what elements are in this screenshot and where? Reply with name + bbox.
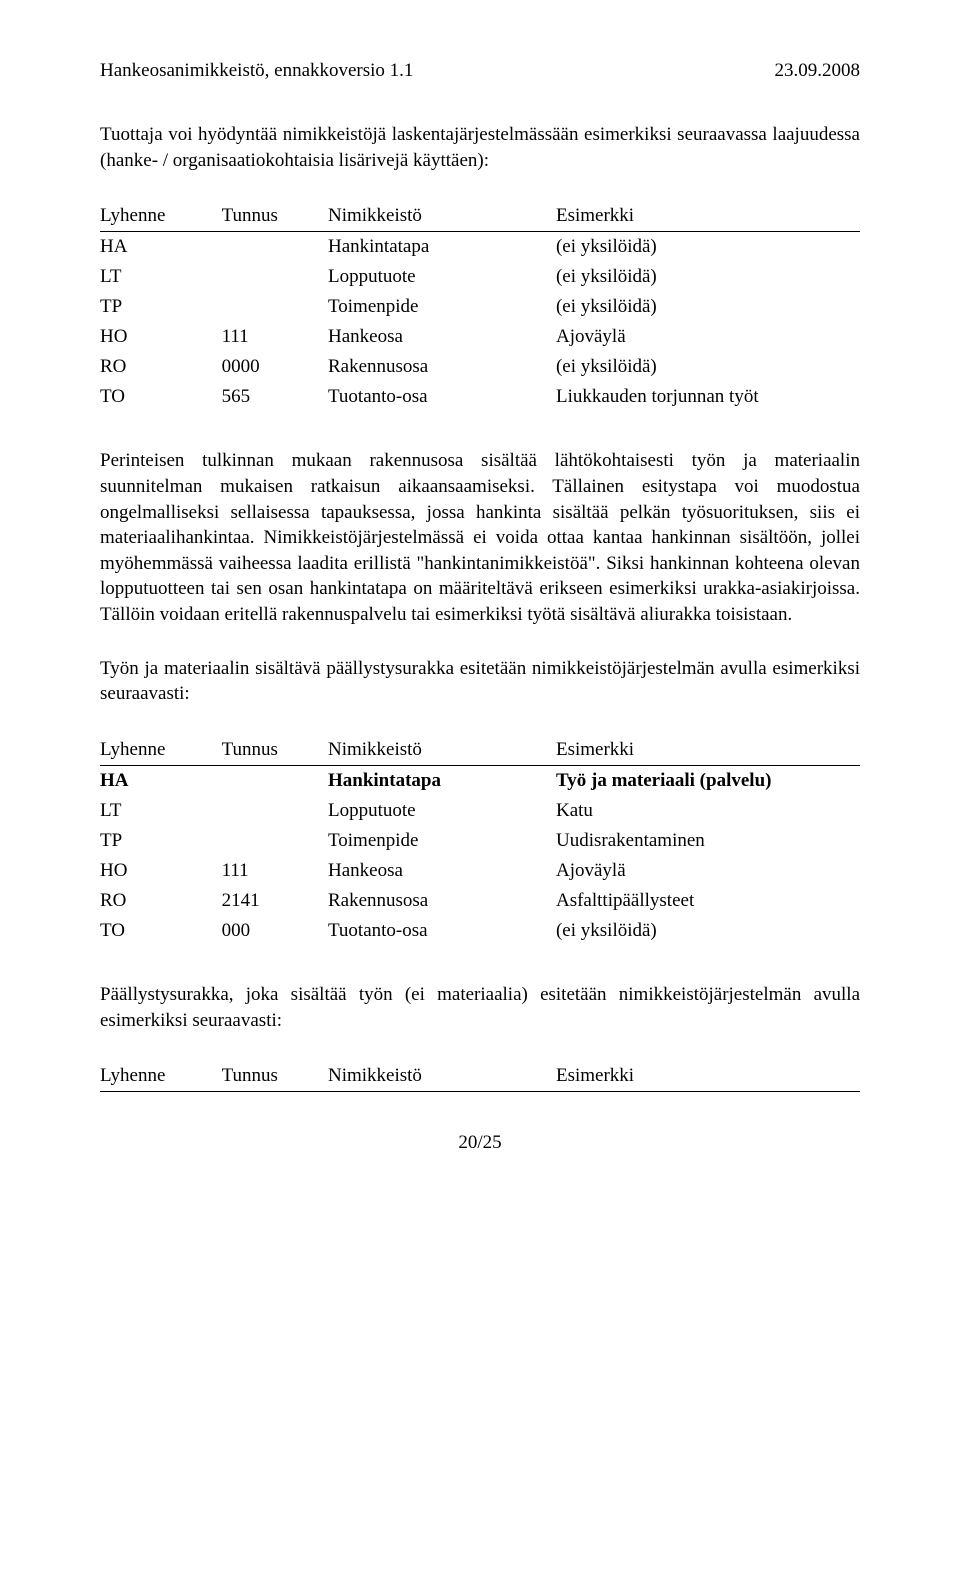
table-2-body: HA HankintatapaTyö ja materiaali (palvelu… bbox=[100, 766, 860, 947]
paragraph-1: Tuottaja voi hyödyntää nimikkeistöjä las… bbox=[100, 122, 860, 173]
table-cell: 0000 bbox=[222, 352, 328, 382]
table-cell: TP bbox=[100, 826, 222, 856]
table-cell: 2141 bbox=[222, 886, 328, 916]
th-esimerkki: Esimerkki bbox=[556, 1061, 860, 1092]
table-cell: Hankeosa bbox=[328, 856, 556, 886]
table-row: RO2141RakennusosaAsfalttipäällysteet bbox=[100, 886, 860, 916]
table-cell: Tuotanto-osa bbox=[328, 916, 556, 946]
th-tunnus: Tunnus bbox=[222, 1061, 328, 1092]
table-cell: 111 bbox=[222, 856, 328, 886]
table-cell: Hankintatapa bbox=[328, 766, 556, 797]
th-nimikkeisto: Nimikkeistö bbox=[328, 735, 556, 766]
th-nimikkeisto: Nimikkeistö bbox=[328, 1061, 556, 1092]
table-cell: Tuotanto-osa bbox=[328, 382, 556, 412]
table-cell: Lopputuote bbox=[328, 262, 556, 292]
table-cell: HO bbox=[100, 856, 222, 886]
table-cell: (ei yksilöidä) bbox=[556, 352, 860, 382]
table-cell bbox=[222, 292, 328, 322]
table-cell: HO bbox=[100, 322, 222, 352]
table-cell: HA bbox=[100, 766, 222, 797]
table-cell bbox=[222, 826, 328, 856]
th-tunnus: Tunnus bbox=[222, 735, 328, 766]
table-cell: (ei yksilöidä) bbox=[556, 916, 860, 946]
table-cell: Rakennusosa bbox=[328, 886, 556, 916]
table-cell: Ajoväylä bbox=[556, 856, 860, 886]
table-cell: Työ ja materiaali (palvelu) bbox=[556, 766, 860, 797]
th-esimerkki: Esimerkki bbox=[556, 201, 860, 232]
table-cell: Toimenpide bbox=[328, 826, 556, 856]
table-cell: Hankeosa bbox=[328, 322, 556, 352]
paragraph-3: Työn ja materiaalin sisältävä päällystys… bbox=[100, 656, 860, 707]
table-row: LT Lopputuote(ei yksilöidä) bbox=[100, 262, 860, 292]
table-row: TP ToimenpideUudisrakentaminen bbox=[100, 826, 860, 856]
table-cell: Uudisrakentaminen bbox=[556, 826, 860, 856]
table-2: Lyhenne Tunnus Nimikkeistö Esimerkki HAH… bbox=[100, 735, 860, 946]
table-cell: Lopputuote bbox=[328, 796, 556, 826]
table-row: HA HankintatapaTyö ja materiaali (palvelu… bbox=[100, 766, 860, 797]
table-cell: HA bbox=[100, 232, 222, 263]
table-cell: 111 bbox=[222, 322, 328, 352]
th-esimerkki: Esimerkki bbox=[556, 735, 860, 766]
table-cell: TP bbox=[100, 292, 222, 322]
table-cell bbox=[222, 766, 328, 797]
table-cell: Hankintatapa bbox=[328, 232, 556, 263]
table-cell bbox=[222, 262, 328, 292]
table-cell: LT bbox=[100, 796, 222, 826]
table-row: TO000Tuotanto-osa(ei yksilöidä) bbox=[100, 916, 860, 946]
table-cell: Asfalttipäällysteet bbox=[556, 886, 860, 916]
table-cell: LT bbox=[100, 262, 222, 292]
table-row: HA Hankintatapa(ei yksilöidä) bbox=[100, 232, 860, 263]
th-nimikkeisto: Nimikkeistö bbox=[328, 201, 556, 232]
header-left: Hankeosanimikkeistö, ennakkoversio 1.1 bbox=[100, 60, 413, 82]
th-tunnus: Tunnus bbox=[222, 201, 328, 232]
table-cell: TO bbox=[100, 382, 222, 412]
table-row: TP Toimenpide(ei yksilöidä) bbox=[100, 292, 860, 322]
table-cell: RO bbox=[100, 352, 222, 382]
table-row: TO565Tuotanto-osaLiukkauden torjunnan ty… bbox=[100, 382, 860, 412]
th-lyhenne: Lyhenne bbox=[100, 735, 222, 766]
table-1-header-row: Lyhenne Tunnus Nimikkeistö Esimerkki bbox=[100, 201, 860, 232]
table-cell: RO bbox=[100, 886, 222, 916]
paragraph-4: Päällystysurakka, joka sisältää työn (ei… bbox=[100, 982, 860, 1033]
table-cell: Toimenpide bbox=[328, 292, 556, 322]
table-row: HO111HankeosaAjoväylä bbox=[100, 322, 860, 352]
table-row: RO0000Rakennusosa(ei yksilöidä) bbox=[100, 352, 860, 382]
table-cell: Katu bbox=[556, 796, 860, 826]
table-cell: (ei yksilöidä) bbox=[556, 292, 860, 322]
page-header: Hankeosanimikkeistö, ennakkoversio 1.1 2… bbox=[100, 60, 860, 82]
th-lyhenne: Lyhenne bbox=[100, 201, 222, 232]
table-cell: Ajoväylä bbox=[556, 322, 860, 352]
paragraph-2: Perinteisen tulkinnan mukaan rakennusosa… bbox=[100, 448, 860, 627]
table-cell: (ei yksilöidä) bbox=[556, 262, 860, 292]
table-cell bbox=[222, 796, 328, 826]
table-cell: (ei yksilöidä) bbox=[556, 232, 860, 263]
table-cell bbox=[222, 232, 328, 263]
th-lyhenne: Lyhenne bbox=[100, 1061, 222, 1092]
header-right: 23.09.2008 bbox=[775, 60, 861, 82]
table-row: LT LopputuoteKatu bbox=[100, 796, 860, 826]
document-page: Hankeosanimikkeistö, ennakkoversio 1.1 2… bbox=[0, 0, 960, 1194]
table-cell: TO bbox=[100, 916, 222, 946]
page-number: 20/25 bbox=[100, 1132, 860, 1154]
table-cell: 565 bbox=[222, 382, 328, 412]
table-1: Lyhenne Tunnus Nimikkeistö Esimerkki HAH… bbox=[100, 201, 860, 412]
table-row: HO111HankeosaAjoväylä bbox=[100, 856, 860, 886]
table-3: Lyhenne Tunnus Nimikkeistö Esimerkki bbox=[100, 1061, 860, 1092]
table-1-body: HAHankintatapa(ei yksilöidä)LTLopputuote… bbox=[100, 232, 860, 413]
table-cell: Liukkauden torjunnan työt bbox=[556, 382, 860, 412]
table-2-header-row: Lyhenne Tunnus Nimikkeistö Esimerkki bbox=[100, 735, 860, 766]
table-3-header-row: Lyhenne Tunnus Nimikkeistö Esimerkki bbox=[100, 1061, 860, 1092]
table-cell: Rakennusosa bbox=[328, 352, 556, 382]
table-cell: 000 bbox=[222, 916, 328, 946]
